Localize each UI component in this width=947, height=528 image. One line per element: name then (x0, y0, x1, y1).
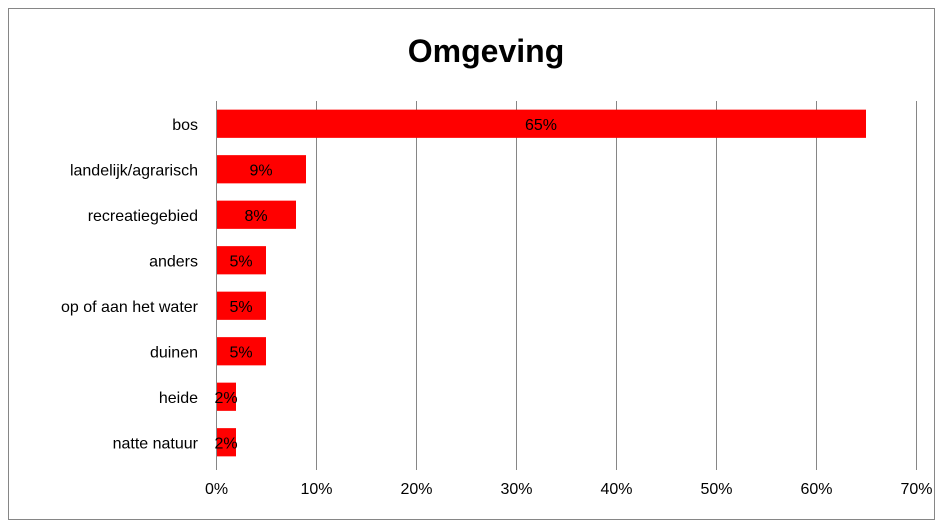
chart-area: Omgeving bos landelijk/agrarisch recreatie… (8, 8, 935, 520)
bar (217, 200, 296, 229)
x-tick-label: 50% (700, 481, 732, 498)
category-label: heide (159, 390, 198, 407)
category-label: anders (149, 253, 198, 270)
data-label: 65% (525, 117, 557, 134)
x-tick-label: 0% (205, 481, 228, 498)
category-labels: bos landelijk/agrarisch recreatiegebied and… (61, 117, 199, 453)
bar (217, 291, 266, 320)
x-tick-label: 20% (400, 481, 432, 498)
data-label: 9% (249, 162, 272, 179)
category-label: landelijk/agrarisch (70, 162, 198, 179)
chart-title: Omgeving (408, 33, 564, 69)
bar (217, 109, 866, 138)
x-tick-label: 40% (600, 481, 632, 498)
category-label: natte natuur (113, 435, 199, 452)
bar (217, 155, 306, 184)
x-tick-label: 10% (300, 481, 332, 498)
data-label: 2% (214, 390, 237, 407)
bar-chart: Omgeving bos landelijk/agrarisch recreatie… (61, 33, 933, 498)
data-label: 2% (214, 435, 237, 452)
bar (217, 337, 266, 366)
category-label: bos (172, 117, 198, 134)
data-labels: 65% 9% 8% 5% 5% 5% 2% 2% (214, 117, 557, 453)
category-label: duinen (150, 344, 198, 361)
data-label: 5% (229, 299, 252, 316)
category-label: op of aan het water (61, 299, 199, 316)
x-axis-tick-labels: 0% 10% 20% 30% 40% 50% 60% 70% (205, 481, 933, 498)
data-label: 5% (229, 344, 252, 361)
x-tick-label: 70% (900, 481, 932, 498)
data-label: 5% (229, 253, 252, 270)
data-label: 8% (244, 208, 267, 225)
x-tick-label: 30% (500, 481, 532, 498)
bar (217, 382, 236, 411)
bars (217, 109, 866, 457)
category-label: recreatiegebied (88, 208, 198, 225)
gridlines (216, 101, 917, 470)
bar (217, 246, 266, 275)
bar (217, 428, 236, 457)
x-tick-label: 60% (800, 481, 832, 498)
